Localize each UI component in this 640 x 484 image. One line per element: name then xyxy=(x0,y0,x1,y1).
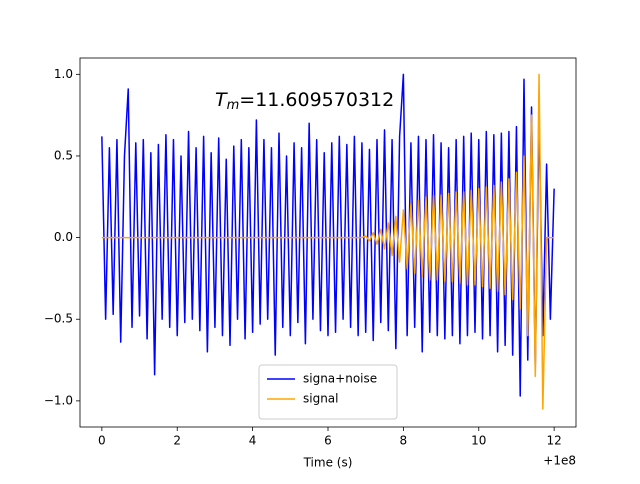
x-tick-label: 6 xyxy=(324,434,332,448)
annotation: Tm=11.609570312 xyxy=(215,89,394,113)
x-tick-label: 4 xyxy=(249,434,257,448)
y-tick-label: 0.5 xyxy=(54,148,73,162)
legend-label: signal xyxy=(303,392,339,406)
annotation-value: =11.609570312 xyxy=(239,89,394,111)
annotation-subscript: m xyxy=(227,98,240,113)
legend-label: signa+noise xyxy=(303,372,377,386)
x-axis-label: Time (s) xyxy=(303,456,353,470)
x-tick-label: 12 xyxy=(546,434,561,448)
x-tick-label: 0 xyxy=(98,434,106,448)
y-tick-label: −1.0 xyxy=(44,393,73,407)
annotation-symbol: T xyxy=(215,89,228,111)
series-line xyxy=(101,73,555,397)
x-tick-label: 8 xyxy=(400,434,408,448)
series-line xyxy=(101,73,555,410)
x-tick-label: 10 xyxy=(471,434,486,448)
y-tick-label: 0.0 xyxy=(54,230,73,244)
x-offset-label: +1e8 xyxy=(543,454,576,468)
y-tick-label: 1.0 xyxy=(54,67,73,81)
y-tick-label: −0.5 xyxy=(44,312,73,326)
x-tick-label: 2 xyxy=(173,434,181,448)
